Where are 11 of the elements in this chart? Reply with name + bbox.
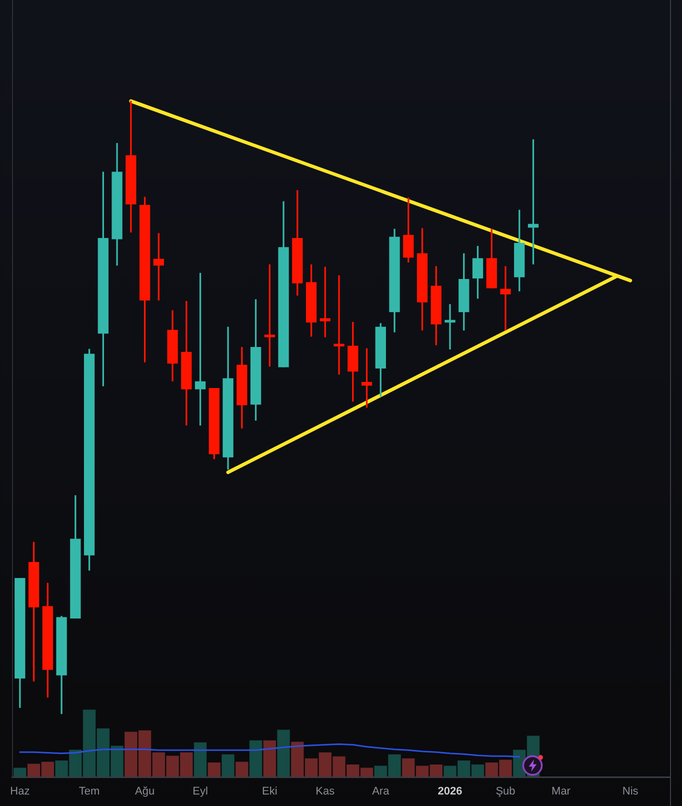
x-tick-label: Kas [316,785,336,798]
x-tick-label: Ara [372,785,390,798]
x-tick-label: Nis [622,785,639,798]
x-tick-label: Haz [10,785,30,798]
x-tick-label: Eyl [192,785,208,798]
x-tick-label: Şub [496,785,516,798]
x-tick-label: Mar [552,785,571,798]
x-tick-label: 2026 [438,785,462,798]
x-tick-label: Tem [78,785,100,798]
x-tick-label: Eki [262,785,278,798]
x-tick-label: Ağu [135,785,155,798]
